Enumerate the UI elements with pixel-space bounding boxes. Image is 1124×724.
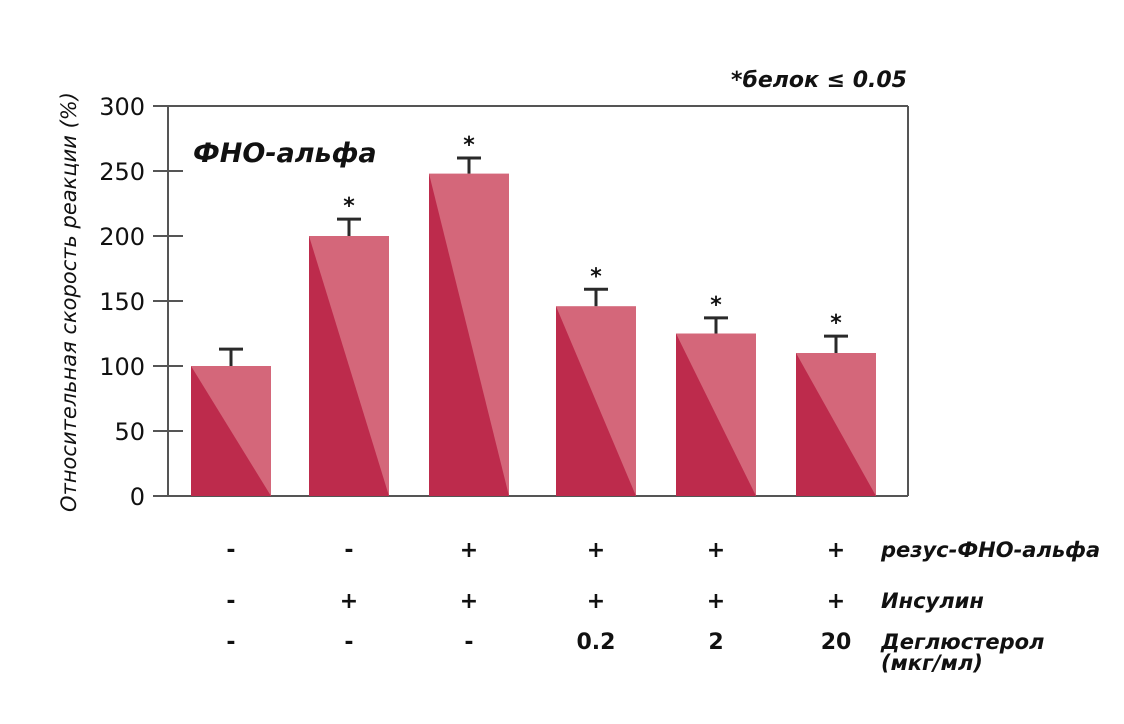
y-ticks: 0 50 100 150 200 250 300 [99,93,183,511]
condition-label: Деглюстерол [880,630,1044,654]
condition-value: + [587,538,605,563]
y-axis-label: Относительная скорость реакции (%) [57,92,81,512]
condition-value: + [460,538,478,563]
bar [191,347,271,496]
y-tick-label: 150 [99,288,145,316]
condition-value: - [464,630,473,655]
bars: * * * * * [191,133,876,496]
condition-label: резус-ФНО-альфа [880,538,1100,562]
y-tick-label: 100 [99,353,145,381]
y-tick-label: 250 [99,158,145,186]
significance-marker: * [590,264,602,289]
significance-marker: * [343,194,355,219]
condition-value: - [344,630,353,655]
condition-value: 2 [708,630,723,655]
condition-value: - [344,538,353,563]
bar-dark-fill [429,173,509,496]
bar-dark-fill [309,236,389,496]
y-tick-label: 300 [99,93,145,121]
bar: * [429,133,509,496]
y-tick-label: 200 [99,223,145,251]
condition-value: - [226,538,235,563]
condition-value: + [707,538,725,563]
condition-value: - [226,630,235,655]
bar: * [676,293,756,496]
y-tick-label: 50 [114,418,145,446]
condition-value: + [827,589,845,614]
condition-value: + [340,589,358,614]
bar: * [556,264,636,496]
bar: * [309,194,389,496]
condition-row: - + + + + + Инсулин [226,589,983,614]
condition-label-unit: (мкг/мл) [881,651,983,675]
y-tick-label: 0 [130,483,145,511]
condition-value: + [460,589,478,614]
significance-marker: * [830,311,842,336]
bar-dark-fill [796,353,876,496]
condition-value: + [587,589,605,614]
bar-dark-fill [191,366,271,496]
bar-dark-fill [676,333,756,496]
significance-marker: * [710,293,722,318]
chart-title: ФНО-альфа [193,138,377,169]
conditions-table: - - + + + + резус-ФНО-альфа - + + + + + Инсулин - - - 0.2… [226,538,1100,675]
significance-note: *белок ≤ 0.05 [731,68,907,93]
condition-value: 0.2 [577,630,616,655]
condition-value: 20 [821,630,852,655]
condition-row: - - + + + + резус-ФНО-альфа [226,538,1100,563]
condition-row: - - - 0.2 2 20 Деглюстерол(мкг/мл) [226,630,1044,675]
condition-value: + [827,538,845,563]
condition-value: + [707,589,725,614]
bar: * [796,311,876,496]
condition-value: - [226,589,235,614]
significance-marker: * [463,133,475,158]
bar-dark-fill [556,306,636,496]
condition-label: Инсулин [881,589,984,613]
